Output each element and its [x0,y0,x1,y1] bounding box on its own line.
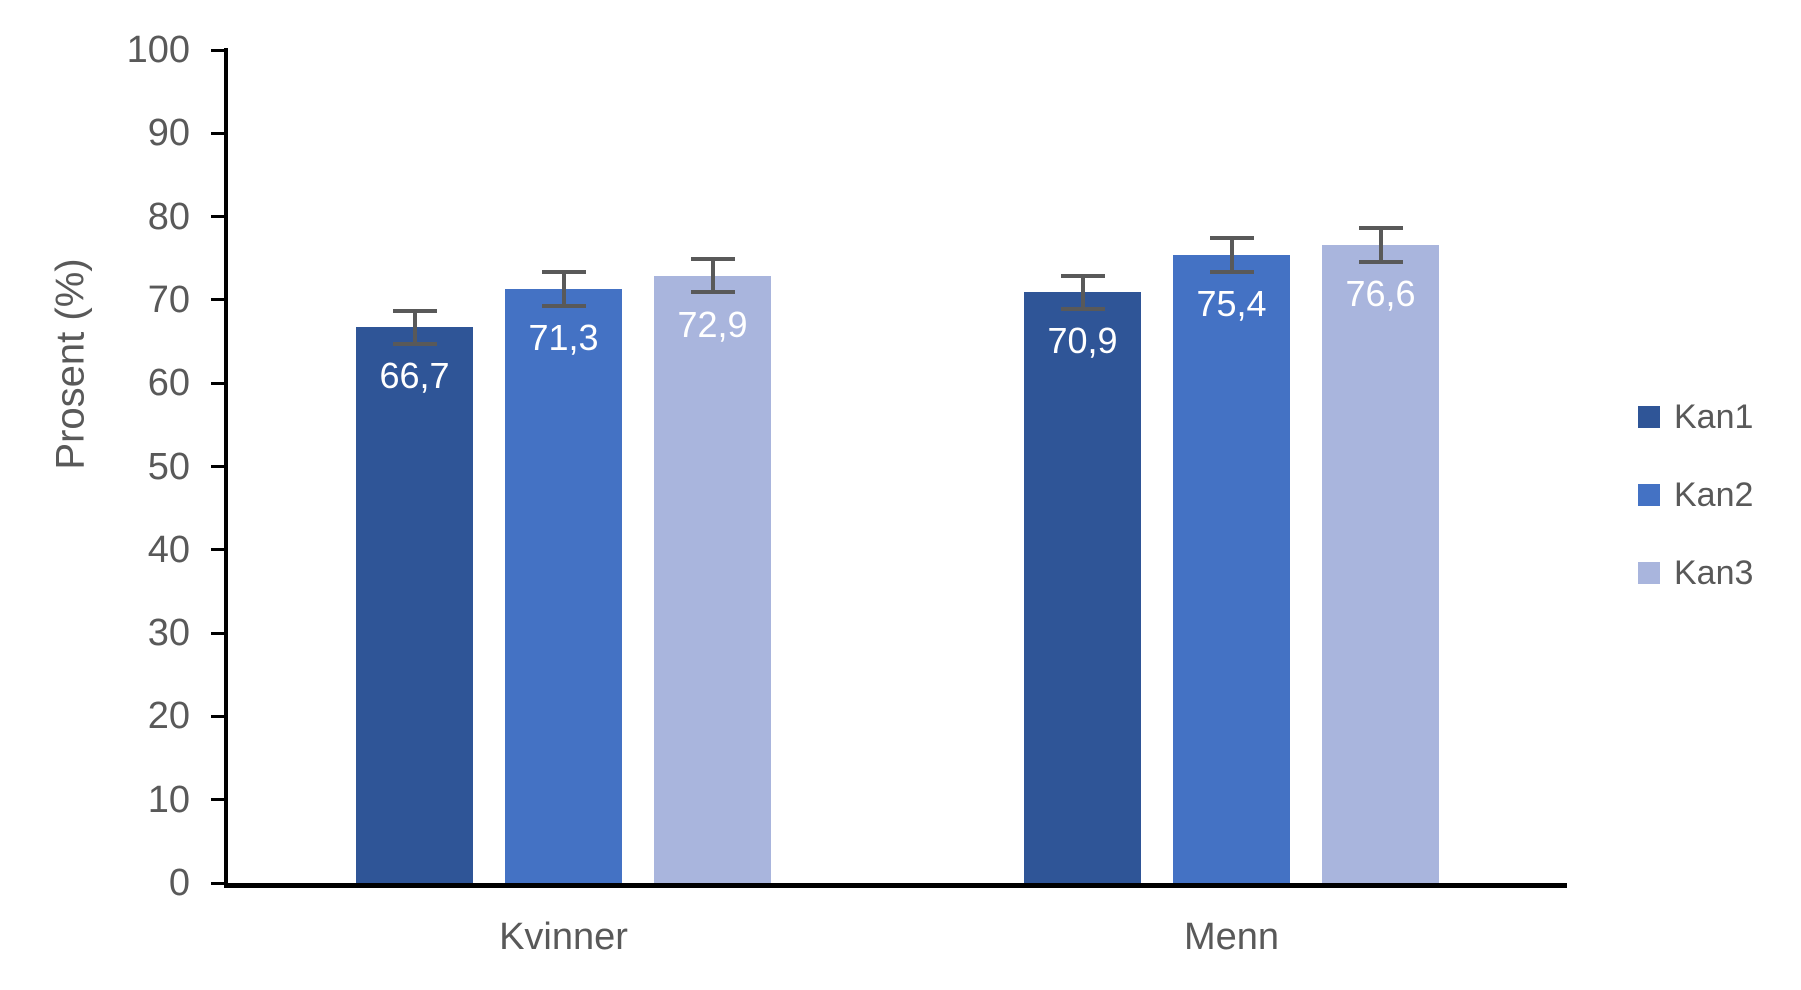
y-axis-tick-label: 30 [147,612,190,655]
legend-item-kan3: Kan3 [1638,553,1753,593]
bar-kan1-menn [1024,292,1141,883]
error-bar-cap-bottom [1209,269,1254,274]
legend-swatch-kan1 [1638,406,1660,428]
y-axis-tick-label: 80 [147,195,190,238]
error-bar-cap-bottom [1358,259,1403,264]
y-axis-tick-label: 70 [147,278,190,321]
y-axis-tick-label: 20 [147,695,190,738]
error-bar-cap-top [1209,236,1254,241]
bar-data-label: 71,3 [528,317,599,359]
error-bar-cap-top [690,257,735,262]
legend-item-kan2: Kan2 [1638,475,1753,515]
y-axis-tick [211,381,227,385]
error-bar-whisker [1080,275,1085,310]
bar-kan2-menn [1173,254,1290,883]
bar-data-label: 70,9 [1047,320,1118,362]
error-bar-cap-top [541,270,586,275]
y-axis-tick [211,215,227,219]
y-axis-tick [211,465,227,468]
y-axis-tick [211,131,227,135]
bar-data-label: 75,4 [1196,282,1267,324]
category-label-kvinner: Kvinner [499,916,628,958]
y-axis-tick [211,48,227,52]
y-axis-line [224,48,228,888]
legend-label: Kan1 [1674,397,1754,436]
legend-label: Kan3 [1674,553,1754,592]
y-axis-tick-label: 60 [147,362,190,405]
bar-data-label: 76,6 [1345,272,1416,314]
y-axis-tick-label: 10 [147,778,190,821]
y-axis-tick [211,631,227,635]
error-bar-whisker [1378,228,1383,262]
y-axis-tick [211,298,227,302]
x-axis-line [224,883,1567,888]
y-axis-tick [211,798,227,802]
error-bar-whisker [710,259,715,293]
error-bar-cap-top [392,308,437,313]
y-axis-tick-label: 50 [147,445,190,488]
y-axis-tick-label: 90 [147,112,190,155]
y-axis-tick-label: 100 [126,29,190,71]
y-axis-tick-label: 40 [147,528,190,571]
error-bar-cap-bottom [541,303,586,308]
bar-kan3-menn [1322,244,1439,883]
y-axis-tick-label: 0 [168,862,190,904]
y-axis-tick [211,881,227,885]
error-bar-cap-bottom [690,290,735,295]
error-bar-cap-bottom [1060,307,1105,312]
category-label-menn: Menn [1183,916,1280,958]
y-axis-tick [211,714,227,718]
bar-kan1-kvinner [356,327,473,883]
y-axis-tick [211,548,227,552]
error-bar-whisker [412,310,417,345]
bar-kan2-kvinner [505,289,622,883]
legend-swatch-kan3 [1638,562,1660,584]
error-bar-cap-top [1060,273,1105,278]
legend-item-kan1: Kan1 [1638,397,1753,437]
error-bar-whisker [561,272,566,306]
error-bar-cap-bottom [392,342,437,347]
legend-label: Kan2 [1674,475,1754,514]
bar-data-label: 72,9 [677,303,748,345]
legend-swatch-kan2 [1638,484,1660,506]
error-bar-cap-top [1358,226,1403,231]
bar-kan3-kvinner [654,275,771,883]
error-bar-whisker [1229,238,1234,272]
bar-data-label: 66,7 [379,355,450,397]
